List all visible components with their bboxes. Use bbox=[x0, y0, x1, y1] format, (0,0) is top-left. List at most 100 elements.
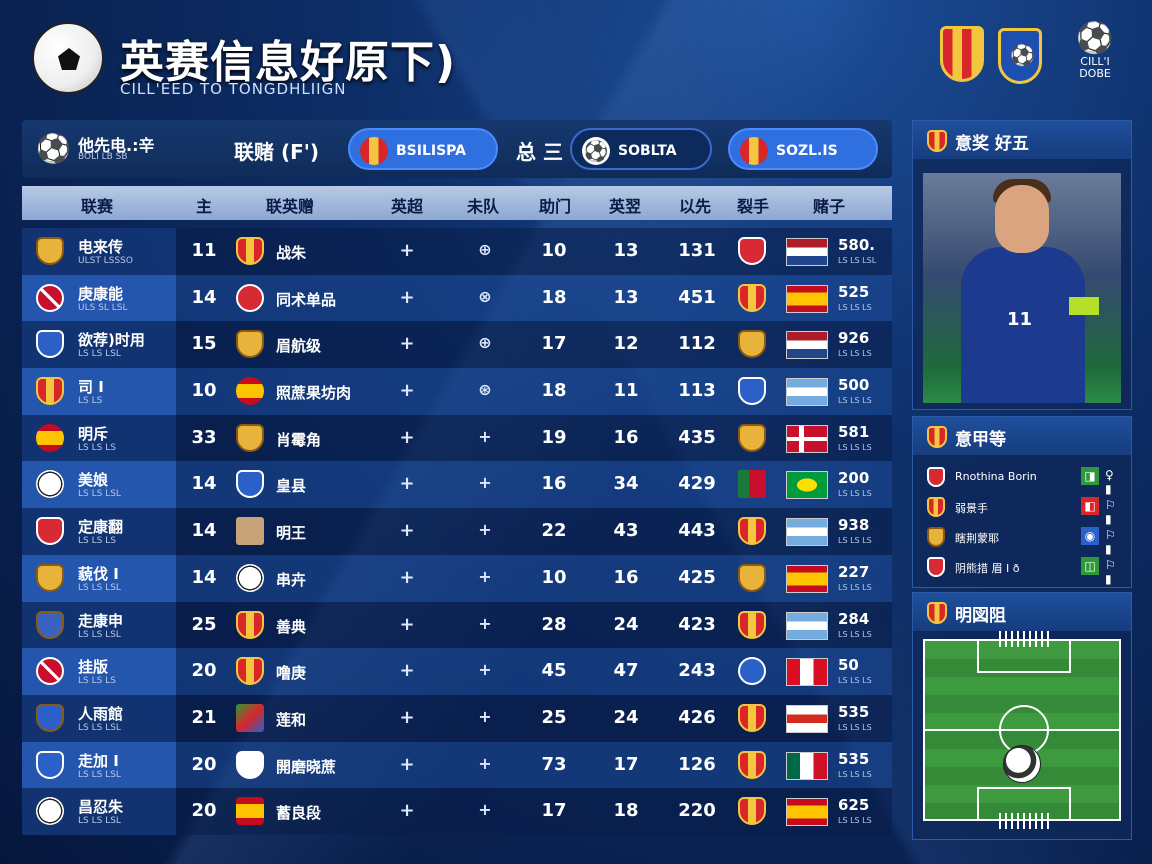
status-icon: ⊕ bbox=[478, 240, 492, 259]
flag-icon bbox=[786, 564, 828, 593]
page-subtitle: CILL'EED TO TONGDHLIIGN bbox=[120, 80, 347, 98]
action-icons[interactable]: ♀ ▮ bbox=[1105, 468, 1114, 496]
ball-icon: ⚽ bbox=[1076, 21, 1114, 56]
player-photo[interactable]: 11 bbox=[923, 173, 1121, 403]
list-item[interactable]: 阴熊措 眉 I ð ◫ ⚐ ▮ bbox=[927, 553, 1123, 586]
table-row[interactable]: 电来传 ULST LSSSO 11 战朱 + ⊕ 10 13 131 580. L… bbox=[22, 228, 892, 275]
column-header[interactable]: 英翌 bbox=[608, 197, 641, 216]
cell-score-sub: LS LS LS bbox=[838, 816, 872, 826]
action-icons[interactable]: ⚐ ▮ bbox=[1105, 558, 1116, 586]
column-header[interactable]: 未队 bbox=[466, 197, 499, 216]
club-cell: 走加 I LS LS LSL bbox=[22, 741, 176, 789]
cell-value: 443 bbox=[678, 520, 716, 542]
cell-score-sub: LS LS LS bbox=[838, 302, 872, 312]
add-icon[interactable]: + bbox=[399, 333, 415, 355]
table-row[interactable]: 美娘 LS LS LSL 14 皇县 + + 16 34 429 200 LS L… bbox=[22, 461, 892, 509]
table-row[interactable]: 司 I LS LS 10 照蔗果坊肉 + ⊛ 18 11 113 500 LS L… bbox=[22, 368, 892, 415]
status-icon: ⊛ bbox=[478, 380, 492, 400]
add-icon[interactable]: + bbox=[399, 380, 415, 402]
list-item[interactable]: Rnothina Borin ◨ ♀ ▮ bbox=[927, 463, 1123, 496]
cell-value: 435 bbox=[678, 426, 716, 448]
column-header[interactable]: 联赛 bbox=[80, 197, 113, 216]
football-pitch[interactable] bbox=[923, 631, 1121, 829]
cell-num: 14 bbox=[191, 520, 217, 542]
cell-score: 926 bbox=[838, 329, 870, 348]
table-row[interactable]: 走加 I LS LS LSL 20 開磨晓蔗 + + 73 17 126 535 … bbox=[22, 741, 892, 789]
football-logo-icon bbox=[32, 22, 104, 94]
status-icon: + bbox=[478, 520, 492, 540]
club-cell: 挂版 LS LS LS bbox=[22, 648, 176, 695]
player-club-badge-icon bbox=[738, 470, 766, 499]
crest-icon bbox=[740, 137, 768, 165]
cell-value: 113 bbox=[678, 380, 716, 402]
add-icon[interactable]: + bbox=[399, 753, 415, 775]
column-header[interactable]: 赌子 bbox=[812, 197, 845, 216]
column-header[interactable]: 主 bbox=[195, 197, 212, 216]
table-row[interactable]: 走康申 LS LS LSL 25 善典 + + 28 24 423 284 LS … bbox=[22, 601, 892, 649]
table-row[interactable]: 明斥 LS LS LS 33 肖霉角 + + 19 16 435 581 LS L… bbox=[22, 414, 892, 462]
season-filter-button[interactable]: SOZL.IS bbox=[728, 128, 878, 170]
list-item[interactable]: 瞎荆蒙耶 ◉ ⚐ ▮ bbox=[927, 523, 1123, 556]
add-icon[interactable]: + bbox=[399, 473, 415, 495]
cell-value: 16 bbox=[541, 473, 567, 495]
add-icon[interactable]: + bbox=[399, 800, 415, 822]
cell-value: 220 bbox=[678, 800, 716, 822]
club-name: 司 I bbox=[78, 378, 104, 397]
cell-score: 500 bbox=[838, 376, 870, 395]
add-icon[interactable]: + bbox=[399, 240, 415, 261]
team-filter-label: SOBLTA bbox=[618, 143, 677, 159]
status-icon: + bbox=[478, 660, 492, 680]
table-row[interactable]: 藐伐 I LS LS LSL 14 串卉 + + 10 16 425 227 LS… bbox=[22, 554, 892, 602]
cell-num: 14 bbox=[191, 286, 217, 308]
opponent-name: 莲和 bbox=[276, 710, 307, 729]
list-item-label: 瞎荆蒙耶 bbox=[955, 532, 999, 545]
status-icon: + bbox=[478, 753, 492, 773]
status-icon: ◉ bbox=[1081, 527, 1099, 545]
cell-score-sub: LS LS LS bbox=[838, 676, 872, 686]
player-club-badge-icon bbox=[738, 797, 766, 826]
table-row[interactable]: 欲荐)时用 LS LS LSL 15 眉航级 + ⊕ 17 12 112 926 … bbox=[22, 321, 892, 369]
status-icon: ◫ bbox=[1081, 557, 1099, 575]
add-icon[interactable]: + bbox=[399, 566, 415, 588]
opponent-badge-icon bbox=[236, 470, 264, 499]
club-badge-icon bbox=[36, 610, 64, 639]
column-header[interactable]: 联英赠 bbox=[265, 197, 314, 216]
flag-icon bbox=[786, 611, 828, 640]
club-name: 走加 I bbox=[78, 751, 119, 770]
cell-value: 11 bbox=[613, 380, 639, 402]
team-filter-button[interactable]: ⚽ SOBLTA bbox=[570, 128, 712, 170]
table-row[interactable]: 人雨館 LS LS LSL 21 莲和 + + 25 24 426 535 LS … bbox=[22, 694, 892, 742]
table-row[interactable]: 定康翻 LS LS LS 14 明王 + + 22 43 443 938 LS L… bbox=[22, 508, 892, 555]
column-header[interactable]: 裂手 bbox=[736, 197, 769, 216]
add-icon[interactable]: + bbox=[399, 520, 415, 542]
status-icon: ⊕ bbox=[478, 333, 492, 353]
league-filter-label: BSILISPA bbox=[396, 143, 466, 159]
shirt-number: 11 bbox=[1007, 309, 1033, 330]
club-crest-icon bbox=[998, 28, 1042, 84]
action-icons[interactable]: ⚐ ▮ bbox=[1105, 498, 1116, 526]
column-header[interactable]: 英超 bbox=[390, 197, 423, 216]
league-filter-button[interactable]: BSILISPA bbox=[348, 128, 498, 170]
add-icon[interactable]: + bbox=[399, 706, 415, 728]
action-icons[interactable]: ⚐ ▮ bbox=[1105, 528, 1116, 556]
cell-value: 131 bbox=[678, 240, 716, 261]
table-row[interactable]: 挂版 LS LS LS 20 噜庚 + + 45 47 243 50 LS LS … bbox=[22, 648, 892, 695]
flag-icon bbox=[786, 751, 828, 780]
list-item[interactable]: 弱景手 ◧ ⚐ ▮ bbox=[927, 493, 1123, 526]
table-row[interactable]: 庚康能 ULS SL LSL 14 同术单品 + ⊗ 18 13 451 525 … bbox=[22, 274, 892, 322]
cell-value: 24 bbox=[613, 706, 639, 728]
add-icon[interactable]: + bbox=[399, 613, 415, 635]
table-row[interactable]: 昌忍朱 LS LS LSL 20 蓄良段 + + 17 18 220 625 LS… bbox=[22, 788, 892, 835]
opponent-badge-icon bbox=[236, 330, 264, 359]
cell-value: 17 bbox=[613, 753, 639, 775]
add-icon[interactable]: + bbox=[399, 426, 415, 448]
add-icon[interactable]: + bbox=[399, 286, 415, 308]
cell-value: 25 bbox=[541, 706, 567, 728]
column-header[interactable]: 助门 bbox=[538, 197, 571, 216]
opponent-badge-icon bbox=[236, 517, 264, 546]
column-header[interactable]: 以先 bbox=[678, 197, 711, 216]
cell-score: 50 bbox=[838, 656, 859, 675]
player-club-badge-icon bbox=[738, 563, 766, 592]
add-icon[interactable]: + bbox=[399, 660, 415, 682]
opponent-name: 善典 bbox=[276, 617, 307, 636]
